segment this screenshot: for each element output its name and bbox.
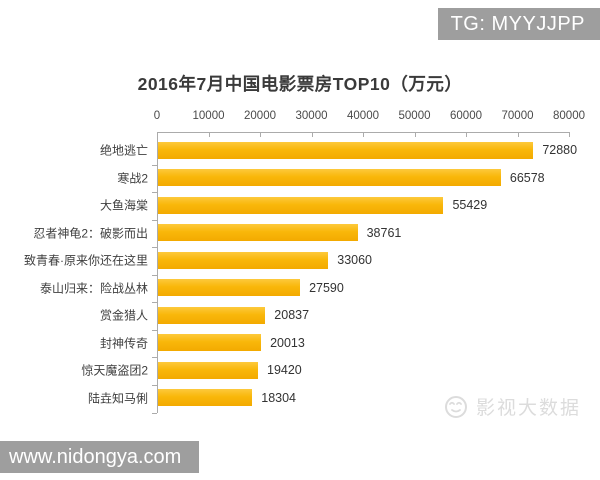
value-label: 20837	[274, 308, 310, 323]
x-tick-label: 70000	[501, 110, 534, 122]
bar	[158, 224, 358, 242]
x-tick-mark	[466, 133, 467, 137]
x-tick-label: 40000	[347, 110, 379, 122]
y-tick-mark	[152, 247, 157, 249]
x-tick-label: 20000	[244, 110, 276, 122]
value-label: 33060	[337, 253, 373, 268]
tg-contact-badge: TG: MYYJJPP	[437, 8, 600, 40]
bar	[158, 361, 258, 379]
x-tick-mark	[311, 133, 313, 137]
value-label: 66578	[509, 170, 545, 185]
y-tick-mark	[152, 164, 157, 166]
watermark-label: 影视大数据	[476, 397, 582, 419]
y-tick-mark	[152, 192, 157, 194]
category-label: 绝地逃亡	[99, 143, 148, 158]
category-label: 大鱼海棠	[99, 198, 148, 213]
bar	[158, 196, 444, 214]
category-label: 致青春·原来你还在这里	[24, 253, 148, 268]
value-label: 27590	[309, 280, 344, 295]
bar	[158, 169, 501, 187]
x-tick-mark	[363, 133, 364, 137]
x-tick-label: 0	[153, 110, 161, 122]
category-label: 赏金猎人	[99, 308, 148, 323]
category-label: 忍者神龟2：破影而出	[33, 226, 148, 241]
value-label: 20013	[270, 335, 305, 350]
y-tick-mark	[152, 384, 157, 386]
x-tick-label: 10000	[192, 110, 225, 122]
x-tick-label: 50000	[398, 110, 431, 122]
y-tick-mark	[152, 274, 157, 276]
category-label: 陆垚知马俐	[87, 391, 148, 406]
bar	[158, 334, 262, 352]
y-axis-line	[157, 132, 158, 413]
category-label: 封神传奇	[99, 336, 148, 351]
x-tick-label: 80000	[553, 110, 585, 122]
site-url-badge: www.nidongya.com	[0, 441, 200, 473]
value-label: 72880	[542, 143, 578, 157]
bar	[158, 141, 534, 159]
x-tick-mark	[414, 133, 416, 137]
x-tick-mark	[517, 133, 519, 137]
x-tick-label: 30000	[295, 110, 328, 122]
bar	[158, 389, 253, 407]
y-tick-mark	[152, 219, 157, 221]
value-label: 19420	[267, 363, 302, 378]
y-tick-mark	[152, 413, 157, 414]
bar	[158, 279, 301, 297]
x-axis-line	[157, 132, 570, 133]
category-label: 惊天魔盗团2	[81, 363, 148, 378]
smiley-face-icon	[443, 393, 469, 419]
x-tick-mark	[569, 133, 570, 137]
x-tick-label: 60000	[450, 110, 482, 122]
value-label: 38761	[366, 225, 402, 240]
category-label: 泰山归来：险战丛林	[39, 281, 148, 296]
x-tick-mark	[260, 133, 261, 137]
value-label: 18304	[261, 390, 297, 405]
y-tick-mark	[152, 302, 157, 304]
x-tick-mark	[208, 133, 210, 137]
value-label: 55429	[452, 198, 488, 213]
y-tick-mark	[152, 329, 157, 331]
category-label: 寒战2	[117, 171, 148, 186]
y-tick-mark	[152, 357, 157, 359]
chart-title: 2016年7月中国电影票房TOP10（万元）	[137, 74, 463, 94]
bar	[158, 251, 329, 269]
bar	[158, 306, 266, 324]
watermark: 影视大数据	[443, 391, 581, 421]
